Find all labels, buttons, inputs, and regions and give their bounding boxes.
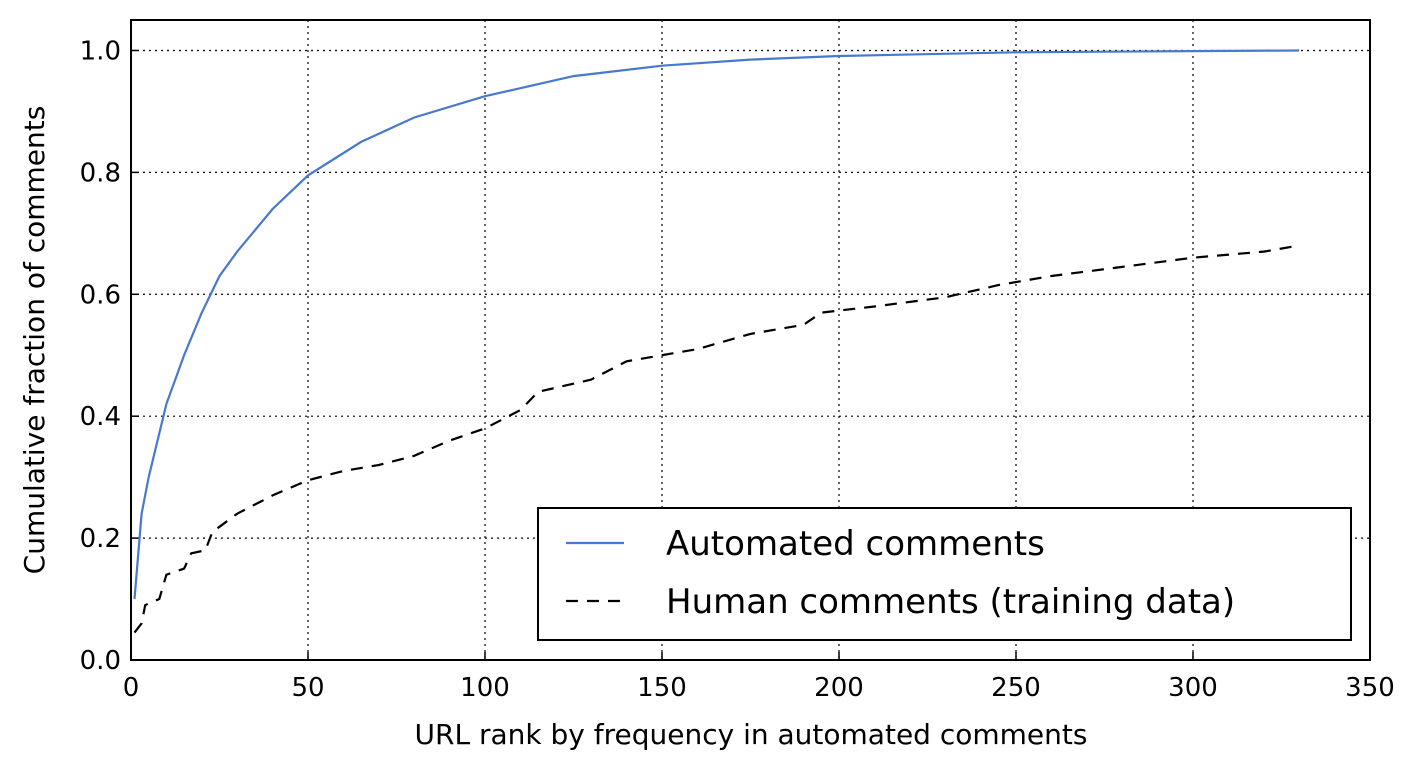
x-tick-label: 100 (460, 673, 510, 703)
x-tick-label: 150 (637, 673, 687, 703)
x-tick-label: 0 (123, 673, 140, 703)
legend-label: Human comments (training data) (666, 582, 1235, 622)
x-tick-label: 200 (814, 673, 864, 703)
data-line (133, 49, 1300, 600)
y-axis-label: Cumulative fraction of comments (18, 106, 51, 575)
x-tick-label: 250 (991, 673, 1041, 703)
legend-box (537, 507, 1352, 641)
y-tick-label: 0.4 (80, 402, 121, 432)
x-tick-label: 300 (1168, 673, 1218, 703)
x-tick-label: 50 (291, 673, 324, 703)
x-axis-label: URL rank by frequency in automated comme… (415, 718, 1088, 751)
y-tick-label: 0.8 (80, 158, 121, 188)
y-tick-label: 1.0 (80, 36, 121, 66)
y-tick-label: 0.0 (80, 646, 121, 676)
legend-label: Automated comments (666, 524, 1045, 564)
data-line (133, 244, 1300, 634)
x-tick-label: 350 (1345, 673, 1395, 703)
plot-frame (130, 19, 1371, 661)
y-tick-label: 0.2 (80, 524, 121, 554)
y-tick-label: 0.6 (80, 280, 121, 310)
